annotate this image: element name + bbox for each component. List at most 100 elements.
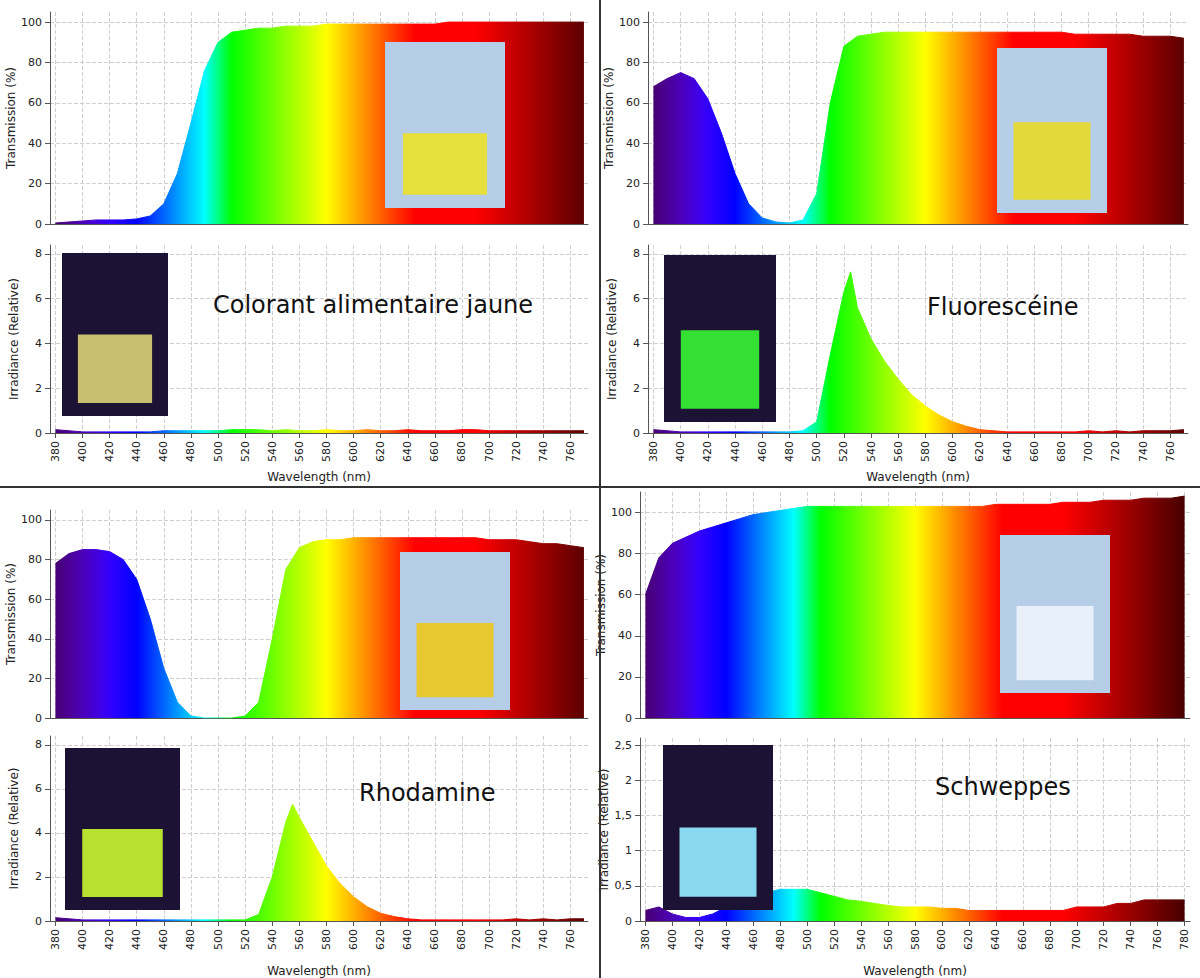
svg-text:440: 440 [130, 929, 143, 950]
svg-text:8: 8 [633, 247, 640, 260]
svg-text:760: 760 [1164, 441, 1177, 462]
svg-text:500: 500 [801, 929, 814, 950]
svg-text:520: 520 [828, 929, 841, 950]
svg-text:740: 740 [1124, 929, 1137, 950]
svg-text:40: 40 [28, 632, 42, 645]
svg-text:380: 380 [49, 441, 62, 462]
svg-text:780: 780 [1178, 929, 1191, 950]
svg-text:540: 540 [266, 441, 279, 462]
svg-text:620: 620 [962, 929, 975, 950]
svg-text:20: 20 [618, 670, 632, 683]
svg-text:60: 60 [626, 96, 640, 109]
svg-text:8: 8 [35, 738, 42, 751]
svg-text:Fluorescéine: Fluorescéine [927, 293, 1079, 321]
svg-text:640: 640 [989, 929, 1002, 950]
svg-text:560: 560 [293, 929, 306, 950]
svg-text:480: 480 [184, 929, 197, 950]
svg-text:Colorant alimentaire jaune: Colorant alimentaire jaune [213, 291, 533, 319]
svg-text:4: 4 [35, 337, 42, 350]
svg-text:720: 720 [1109, 441, 1122, 462]
svg-text:680: 680 [455, 929, 468, 950]
svg-text:700: 700 [483, 441, 496, 462]
svg-text:600: 600 [347, 441, 360, 462]
svg-text:100: 100 [611, 506, 632, 519]
svg-text:1,5: 1,5 [615, 809, 633, 822]
svg-text:600: 600 [935, 929, 948, 950]
svg-text:20: 20 [28, 177, 42, 190]
svg-text:480: 480 [783, 441, 796, 462]
svg-text:680: 680 [1043, 929, 1056, 950]
svg-text:2: 2 [633, 382, 640, 395]
svg-text:540: 540 [855, 929, 868, 950]
svg-text:740: 740 [537, 441, 550, 462]
svg-text:40: 40 [618, 629, 632, 642]
svg-text:380: 380 [639, 929, 652, 950]
svg-text:420: 420 [701, 441, 714, 462]
svg-text:680: 680 [455, 441, 468, 462]
svg-text:440: 440 [720, 929, 733, 950]
svg-text:560: 560 [892, 441, 905, 462]
svg-text:2: 2 [35, 382, 42, 395]
svg-text:80: 80 [28, 56, 42, 69]
svg-text:0: 0 [35, 915, 42, 928]
svg-text:6: 6 [35, 782, 42, 795]
svg-text:460: 460 [157, 929, 170, 950]
svg-text:520: 520 [837, 441, 850, 462]
svg-text:Wavelength (nm): Wavelength (nm) [866, 470, 970, 484]
svg-text:720: 720 [510, 441, 523, 462]
svg-text:Transmission (%): Transmission (%) [602, 67, 616, 170]
svg-text:Irradiance (Relative): Irradiance (Relative) [605, 278, 619, 400]
svg-text:0: 0 [625, 915, 632, 928]
svg-text:580: 580 [320, 441, 333, 462]
svg-text:40: 40 [626, 137, 640, 150]
svg-text:640: 640 [1001, 441, 1014, 462]
svg-text:Irradiance (Relative): Irradiance (Relative) [7, 767, 21, 889]
svg-text:400: 400 [76, 441, 89, 462]
svg-text:100: 100 [21, 16, 42, 29]
svg-text:660: 660 [428, 929, 441, 950]
svg-text:60: 60 [618, 588, 632, 601]
svg-text:0,5: 0,5 [615, 879, 633, 892]
svg-text:0: 0 [625, 712, 632, 725]
svg-text:720: 720 [1097, 929, 1110, 950]
svg-text:60: 60 [28, 593, 42, 606]
svg-text:580: 580 [320, 929, 333, 950]
svg-text:0: 0 [35, 427, 42, 440]
svg-text:460: 460 [157, 441, 170, 462]
svg-text:620: 620 [374, 441, 387, 462]
svg-text:Transmission (%): Transmission (%) [4, 67, 18, 170]
svg-text:6: 6 [633, 292, 640, 305]
svg-text:6: 6 [35, 292, 42, 305]
svg-text:460: 460 [756, 441, 769, 462]
svg-text:Irradiance (Relative): Irradiance (Relative) [7, 278, 21, 400]
svg-text:760: 760 [564, 929, 577, 950]
svg-text:460: 460 [747, 929, 760, 950]
svg-text:2,5: 2,5 [615, 739, 633, 752]
svg-text:4: 4 [633, 337, 640, 350]
svg-text:0: 0 [35, 218, 42, 231]
svg-text:80: 80 [28, 553, 42, 566]
svg-text:2: 2 [625, 774, 632, 787]
svg-text:80: 80 [618, 547, 632, 560]
svg-text:700: 700 [483, 929, 496, 950]
svg-text:480: 480 [184, 441, 197, 462]
svg-text:640: 640 [401, 441, 414, 462]
svg-text:720: 720 [510, 929, 523, 950]
svg-text:Transmission (%): Transmission (%) [594, 554, 608, 657]
svg-text:580: 580 [919, 441, 932, 462]
svg-text:400: 400 [666, 929, 679, 950]
svg-text:0: 0 [633, 218, 640, 231]
svg-text:1: 1 [625, 844, 632, 857]
svg-text:680: 680 [1055, 441, 1068, 462]
svg-text:540: 540 [865, 441, 878, 462]
svg-text:20: 20 [626, 177, 640, 190]
svg-text:4: 4 [35, 826, 42, 839]
svg-text:660: 660 [1028, 441, 1041, 462]
svg-text:2: 2 [35, 870, 42, 883]
svg-text:620: 620 [973, 441, 986, 462]
svg-text:480: 480 [774, 929, 787, 950]
svg-text:Wavelength (nm): Wavelength (nm) [863, 964, 967, 978]
svg-text:400: 400 [674, 441, 687, 462]
svg-text:660: 660 [1016, 929, 1029, 950]
svg-text:420: 420 [103, 929, 116, 950]
